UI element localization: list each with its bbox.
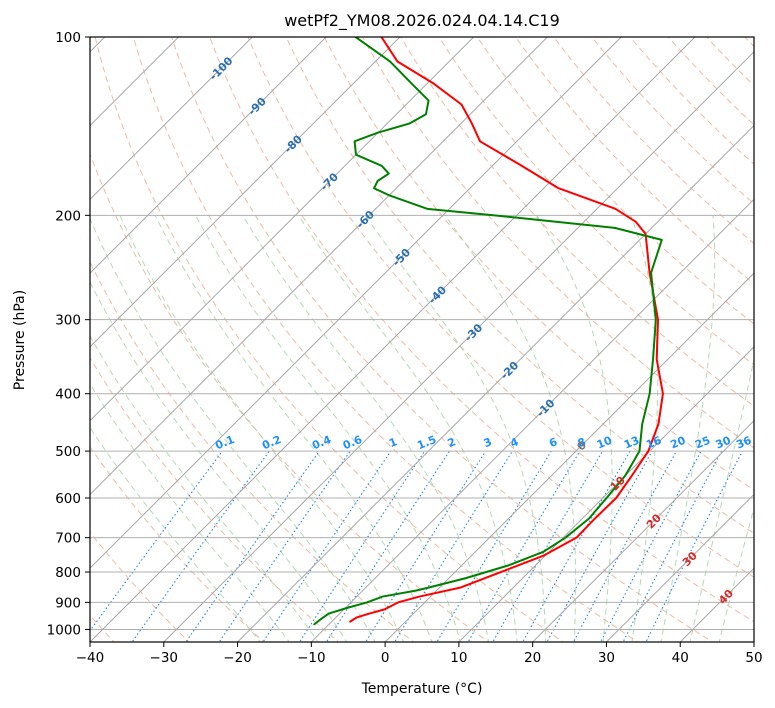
moist-adiabat	[444, 215, 577, 642]
x-tick-label: 50	[745, 650, 762, 666]
moist-adiabat	[154, 215, 433, 642]
grid-lines	[90, 37, 754, 642]
isotherm	[90, 37, 549, 496]
mixing-ratio-label: 25	[693, 434, 712, 452]
isotherm	[90, 37, 327, 274]
isotherm	[237, 124, 754, 642]
axis-ticks: −40 −30 −20 −10 0 10 20 30 40 50 1000 900 800 700 600 5…	[47, 30, 763, 666]
mixing-ratio-label: 1	[387, 435, 399, 450]
mixing-ratio-line	[622, 450, 723, 642]
moist-adiabat	[660, 215, 716, 642]
y-tick-label: 700	[55, 531, 81, 547]
isotherm	[606, 493, 754, 642]
y-tick-label: 900	[55, 595, 81, 611]
mixing-ratio-line	[467, 450, 581, 642]
moist-adiabat	[195, 215, 461, 642]
x-axis-label: Temperature (°C)	[361, 681, 483, 697]
isotherm	[90, 37, 254, 201]
isotherm	[90, 37, 180, 127]
profile-series	[313, 37, 664, 626]
x-tick-label: −30	[150, 650, 179, 666]
mixing-ratio-line	[185, 450, 320, 642]
plot-frame	[89, 36, 755, 643]
y-axis-label: Pressure (hPa)	[12, 290, 28, 390]
chart-title: wetPf2_YM08.2026.024.04.14.C19	[284, 11, 560, 31]
y-tick-label: 100	[55, 30, 81, 46]
mixing-ratio-line	[298, 450, 426, 642]
dry-adiabat	[476, 37, 754, 325]
moist-adiabat	[90, 383, 290, 642]
x-tick-label: 30	[598, 650, 615, 666]
moist-adiabat	[90, 426, 262, 642]
y-tick-label: 500	[55, 444, 81, 460]
mixing-ratio-label: 8	[576, 435, 588, 450]
x-tick-label: −20	[223, 650, 252, 666]
moist-adiabat	[90, 335, 319, 642]
temperature-profile-line	[349, 37, 664, 623]
isotherm	[90, 37, 696, 642]
x-tick-label: 20	[524, 650, 541, 666]
dry-adiabat	[90, 152, 490, 642]
mixing-ratio-line	[393, 450, 513, 642]
isotherm	[90, 37, 622, 569]
isotherm	[384, 272, 754, 642]
isotherm	[310, 198, 754, 642]
mixing-ratio-label: 3	[482, 435, 494, 450]
x-tick-label: −10	[297, 650, 326, 666]
mixing-ratio-label: 13	[622, 434, 641, 452]
y-tick-label: 1000	[47, 622, 81, 638]
mixing-ratio-label: 2	[446, 435, 458, 450]
x-tick-label: 0	[381, 650, 390, 666]
mixing-ratio-line	[218, 450, 351, 642]
mixing-ratio-line	[90, 450, 223, 632]
y-tick-label: 300	[55, 313, 81, 329]
mixing-ratio-line	[572, 450, 677, 642]
isotherm	[163, 51, 754, 642]
isotherm	[90, 37, 475, 422]
moist-adiabat	[90, 280, 348, 642]
dewpoint-profile-line	[313, 37, 663, 626]
mixing-ratio-line	[325, 450, 450, 642]
y-tick-label: 600	[55, 491, 81, 507]
mixing-ratio-line	[131, 450, 270, 642]
x-tick-label: 10	[450, 650, 467, 666]
isotherm	[90, 37, 401, 348]
moist-adiabat	[242, 215, 490, 642]
y-tick-label: 800	[55, 565, 81, 581]
mixing-ratio-label: 16	[644, 434, 663, 452]
dry-adiabat	[90, 260, 415, 642]
isotherm	[458, 346, 754, 642]
isotherm	[532, 419, 754, 642]
mixing-ratio-line	[262, 450, 392, 642]
mixing-ratio-label: 20	[668, 434, 687, 452]
x-tick-label: −40	[76, 650, 105, 666]
moist-adiabat	[90, 217, 376, 642]
y-tick-label: 400	[55, 387, 81, 403]
mixing-ratio-label: 36	[734, 434, 753, 452]
mixing-ratio-label: 10	[595, 434, 614, 452]
mixing-ratio-label: 30	[714, 434, 733, 452]
mixing-ratio-line	[600, 450, 702, 642]
moist-adiabat	[119, 215, 405, 642]
x-tick-label: 40	[672, 650, 689, 666]
moist-adiabat	[364, 215, 547, 642]
y-tick-label: 200	[55, 208, 81, 224]
